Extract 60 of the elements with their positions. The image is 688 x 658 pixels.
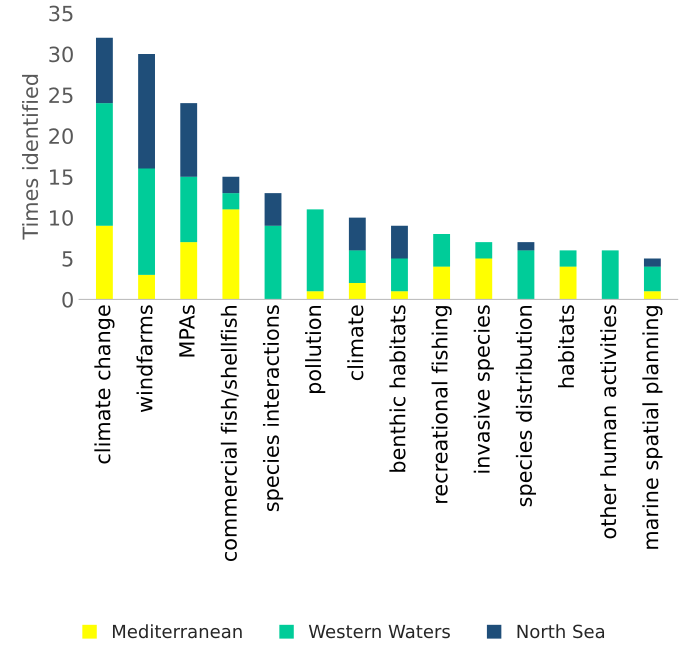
bar xyxy=(264,193,282,226)
y-tick-label: 15 xyxy=(50,169,72,185)
bar xyxy=(180,176,198,242)
bar xyxy=(138,168,155,275)
y-tick-label: 25 xyxy=(49,87,72,104)
bar xyxy=(222,193,240,210)
y-tick-label: 30 xyxy=(49,46,73,62)
bar xyxy=(475,258,492,300)
y-tick-label: 10 xyxy=(50,210,73,226)
legend-label: Mediterranean xyxy=(112,624,242,638)
bar xyxy=(348,250,366,284)
bar xyxy=(348,218,366,250)
bar xyxy=(644,266,661,292)
bar xyxy=(518,250,534,300)
bar xyxy=(306,291,324,300)
bar xyxy=(475,242,492,258)
bar xyxy=(180,103,198,177)
bar xyxy=(560,250,577,267)
bar xyxy=(306,209,324,292)
bar xyxy=(180,242,198,300)
x-tick-label: invasive species xyxy=(474,305,494,473)
x-tick-label: pollution xyxy=(305,306,326,394)
bar xyxy=(644,291,661,300)
bar xyxy=(96,226,113,300)
y-tick-label: 0 xyxy=(62,292,73,308)
bar xyxy=(348,283,366,300)
x-tick-label: other human activities xyxy=(600,305,616,538)
x-tick-label: climate xyxy=(347,305,364,380)
x-tick-label: windfarms xyxy=(136,305,153,412)
y-tick-label: 35 xyxy=(49,6,72,22)
x-tick-label: species distribution xyxy=(516,306,536,506)
bar xyxy=(222,176,240,194)
x-tick-label: commercial fish/shellfish xyxy=(220,306,239,562)
bar xyxy=(264,226,282,300)
y-tick-label: 5 xyxy=(62,251,72,267)
bar xyxy=(644,258,661,267)
x-tick-label: MPAs xyxy=(179,305,195,357)
y-tick-label: 20 xyxy=(49,128,73,144)
x-tick-label: species interactions xyxy=(262,305,284,512)
bar xyxy=(391,291,408,300)
x-tick-label: recreational fishing xyxy=(432,306,452,503)
legend-label: North Sea xyxy=(518,624,604,638)
bar xyxy=(96,103,113,226)
x-tick-label: climate change xyxy=(94,305,114,464)
x-tick-label: marine spatial planning xyxy=(642,306,662,549)
bar xyxy=(138,274,155,300)
bar xyxy=(222,209,240,300)
x-tick-label: habitats xyxy=(558,305,574,388)
bar xyxy=(602,250,619,300)
bar xyxy=(433,234,450,267)
bar xyxy=(391,258,408,292)
bar xyxy=(391,226,408,258)
bar xyxy=(433,266,450,300)
bar xyxy=(96,38,113,104)
x-tick-label: benthic habitats xyxy=(389,305,406,472)
bar xyxy=(560,266,577,300)
bar xyxy=(518,242,534,250)
bar xyxy=(138,54,155,169)
y-axis-title: Times identified xyxy=(22,74,38,240)
legend-label: Western Waters xyxy=(308,624,450,638)
